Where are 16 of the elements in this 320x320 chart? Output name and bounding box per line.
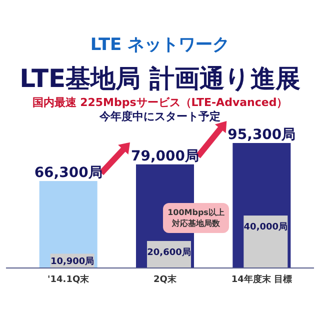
bar [39, 181, 98, 268]
chart-subtitle: 国内最速 225Mbpsサービス（LTE-Advanced） [32, 96, 288, 109]
text: 今年度中にスタート予定 [98, 110, 220, 123]
data-label: 66,300局 [34, 165, 102, 182]
data-label: 40,000局 [244, 222, 288, 233]
text: LTE ネットワーク [90, 35, 230, 55]
bar [244, 216, 288, 268]
data-label: 20,600局 [147, 246, 191, 258]
data-label: 79,000局 [130, 148, 200, 164]
data-label: 10,900局 [50, 256, 94, 267]
x-tick-label: 2Q末 [154, 274, 178, 285]
x-tick-label: 14年度末 目標 [231, 274, 292, 285]
series-label: 100Mbps以上対応基地局数 [168, 208, 224, 228]
chart-title: LTE基地局 計画通り進展 [20, 64, 300, 93]
data-label: 95,300局 [228, 127, 296, 143]
x-tick-label: '14.1Q末 [48, 274, 90, 285]
